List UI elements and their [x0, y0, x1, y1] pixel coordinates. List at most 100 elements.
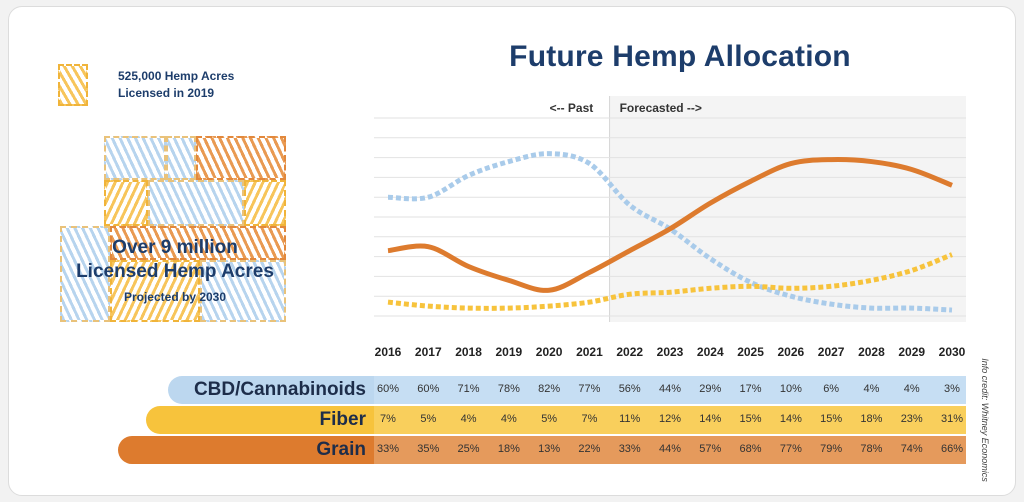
year-label: 2024 [696, 345, 724, 359]
acre-block [200, 260, 286, 322]
acre-block [110, 260, 200, 322]
chart-title: Future Hemp Allocation [509, 40, 851, 73]
table-cell: 15% [739, 413, 762, 425]
year-label: 2018 [455, 345, 482, 359]
year-label: 2019 [495, 345, 523, 359]
series-line-fiber [387, 252, 953, 311]
row-cells: 60% 60% 71% 78% 82% 77% 56% 44% 29% 17% 10% 6% 4% 4% 3… [374, 376, 966, 404]
row-label-pill [118, 436, 374, 464]
table-cell: 77% [578, 383, 601, 395]
acre-block [104, 180, 148, 226]
year-label: 2025 [737, 345, 764, 359]
row-cells: 33% 35% 25% 18% 13% 22% 33% 44% 57% 68% 77% 79% 78% 7… [374, 436, 966, 464]
projection-line3: Projected by 2030 [123, 290, 227, 304]
year-label: 2026 [777, 345, 805, 359]
projection-line2: Licensed Hemp Acres [76, 261, 274, 282]
table-cell: 15% [820, 413, 843, 425]
table-cell: 22% [578, 443, 601, 455]
table-cell: 78% [860, 443, 883, 455]
table-cell: 66% [940, 443, 964, 455]
table-cell: 3% [944, 383, 960, 395]
annotation-forecasted: Forecasted --> [620, 101, 702, 115]
table-cell: 12% [658, 413, 682, 425]
table-cell: 35% [417, 443, 440, 455]
table-cell: 68% [739, 443, 762, 455]
table-cell: 44% [658, 443, 682, 455]
row-label: CBD/Cannabinoids [193, 379, 366, 400]
projection-line1: Over 9 million [112, 237, 238, 258]
table-cell: 7% [380, 413, 396, 425]
year-label: 2029 [898, 345, 926, 359]
year-label: 2023 [656, 345, 684, 359]
table-cell: 23% [900, 413, 923, 425]
table-cell: 29% [699, 383, 722, 395]
table-cell: 60% [417, 383, 440, 395]
series-line-cbd-cannabinoids [387, 151, 953, 313]
table-cell: 5% [541, 413, 558, 425]
year-label: 2027 [817, 345, 845, 359]
acres-legend-swatch [58, 64, 88, 106]
table-row: CBD/Cannabinoids 60% 60% 71% 78% 82% 77% 56% 44%… [0, 376, 1024, 404]
table-cell: 77% [779, 443, 802, 455]
table-cell: 18% [497, 443, 520, 455]
table-cell: 14% [699, 413, 722, 425]
table-cell: 6% [823, 383, 840, 395]
year-label: 2021 [576, 345, 603, 359]
table-cell: 10% [779, 383, 802, 395]
allocation-table: CBD/Cannabinoids 60% 60% 71% 78% 82% 77% 56% 44%… [0, 376, 1024, 468]
table-cell: 31% [940, 413, 964, 425]
table-row: Fiber 7% 5% 4% 4% 5% 7% 11% 12% 14% 15% 14% 15% 18% 23… [0, 406, 1024, 434]
table-cell: 82% [538, 383, 561, 395]
credit-text: Info credit: Whitney Economics [980, 358, 990, 482]
acre-block [166, 136, 196, 180]
table-row: Grain 33% 35% 25% 18% 13% 22% 33% 44% 57% 68% 77% 79… [0, 436, 1024, 464]
table-cell: 25% [457, 443, 480, 455]
table-cell: 71% [457, 383, 480, 395]
year-label: 2030 [938, 345, 966, 359]
projection-callout: Over 9 million Licensed Hemp Acres Proje… [60, 236, 290, 304]
row-label-pill [146, 406, 374, 434]
table-cell: 74% [900, 443, 923, 455]
forecast-region [609, 96, 966, 322]
acre-block [110, 226, 286, 260]
table-cell: 18% [860, 413, 883, 425]
table-cell: 4% [903, 383, 920, 395]
acre-block [148, 180, 244, 226]
table-cell: 56% [618, 383, 641, 395]
table-cell: 4% [863, 383, 880, 395]
year-label: 2022 [616, 345, 644, 359]
year-label: 2017 [414, 345, 442, 359]
year-label: 2016 [374, 345, 402, 359]
year-label: 2028 [858, 345, 885, 359]
row-label: Fiber [319, 409, 366, 430]
year-label: 2020 [535, 345, 563, 359]
series-line-grain [387, 157, 953, 293]
table-cell: 33% [618, 443, 641, 455]
acres-legend-line2: Licensed in 2019 [118, 86, 215, 100]
x-axis-labels: 2016 2017 2018 2019 2020 2021 2022 2023 2024 2025… [374, 345, 966, 363]
acreage-blocks [60, 136, 290, 322]
table-cell: 44% [658, 383, 682, 395]
table-cell: 4% [500, 413, 517, 425]
table-cell: 33% [376, 443, 400, 455]
row-label-pill [168, 376, 374, 404]
annotation-past: <-- Past [550, 101, 594, 115]
table-cell: 11% [619, 413, 641, 425]
acre-block [244, 180, 286, 226]
table-cell: 60% [376, 383, 400, 395]
table-cell: 4% [460, 413, 477, 425]
table-cell: 7% [581, 413, 598, 425]
table-cell: 13% [538, 443, 561, 455]
table-cell: 14% [779, 413, 802, 425]
acres-legend: 525,000 Hemp Acres Licensed in 2019 [58, 64, 248, 108]
row-cells: 7% 5% 4% 4% 5% 7% 11% 12% 14% 15% 14% 15% 18% 23% 31% [374, 406, 966, 434]
acre-block [196, 136, 286, 180]
acres-legend-text: 525,000 Hemp Acres Licensed in 2019 [118, 68, 288, 102]
acres-legend-line1: 525,000 Hemp Acres [118, 69, 235, 83]
acre-block [104, 136, 166, 180]
row-label: Grain [316, 439, 366, 460]
table-cell: 79% [820, 443, 843, 455]
table-cell: 5% [420, 413, 437, 425]
acre-block [60, 226, 110, 322]
table-cell: 57% [699, 443, 722, 455]
